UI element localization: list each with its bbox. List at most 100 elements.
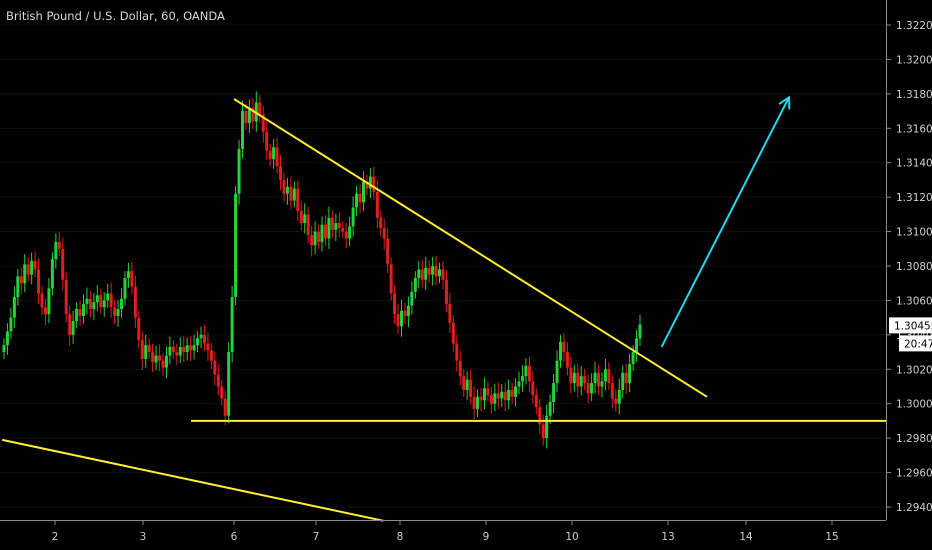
time-axis[interactable]: 2 3 6 7 8 9 10 13 14 15: [0, 520, 886, 543]
candle-body: [500, 391, 504, 399]
candle-body: [590, 383, 594, 394]
candle-body: [444, 279, 448, 304]
candle-body: [361, 181, 365, 203]
candle-body: [227, 352, 231, 416]
candle-body: [164, 355, 168, 368]
candle-body: [241, 111, 244, 149]
price-tick-label: 1.32200: [896, 20, 932, 32]
candle-body: [88, 298, 92, 310]
candle-body: [451, 322, 455, 344]
candle-body: [510, 389, 514, 397]
candle-body: [296, 188, 300, 211]
candle-body: [61, 248, 65, 280]
candle-body: [40, 293, 44, 308]
candle-body: [465, 379, 469, 390]
candle-body: [600, 381, 604, 387]
candle-body: [368, 176, 372, 189]
candle-body: [292, 188, 296, 201]
countdown-box: [899, 335, 932, 352]
candle-body: [123, 278, 127, 299]
candle-body: [272, 147, 276, 160]
candle-body: [603, 369, 607, 382]
candle-body: [617, 389, 621, 404]
candle-body: [400, 310, 403, 327]
candles: [2, 91, 642, 449]
candle-body: [247, 107, 251, 124]
candle-body: [534, 395, 538, 408]
candle-body: [486, 388, 490, 396]
candle-body: [351, 207, 355, 227]
candle-body: [555, 360, 559, 384]
candle-body: [175, 352, 179, 356]
breakout-arrow: [660, 96, 790, 348]
candle-body: [406, 305, 410, 316]
time-tick-label: 3: [140, 531, 147, 543]
price-tick-label: 1.29800: [896, 433, 932, 445]
price-tick-label: 1.31600: [896, 123, 932, 135]
candle-body: [147, 345, 151, 353]
candle-body: [586, 383, 590, 394]
candle-body: [548, 401, 552, 416]
time-tick-label: 13: [661, 531, 674, 543]
candle-body: [216, 374, 220, 387]
candle-body: [441, 269, 445, 280]
candle-body: [389, 264, 393, 294]
candle-body: [320, 224, 324, 242]
candle-body: [438, 269, 442, 277]
candle-body: [137, 317, 141, 341]
price-tick-label: 1.31400: [896, 158, 932, 170]
candle-body: [244, 111, 248, 124]
candle-body: [144, 345, 148, 359]
candle-body: [120, 298, 124, 310]
candle-body: [275, 147, 279, 167]
price-axis[interactable]: 1.32200 1.32000 1.31800 1.31600 1.31400 1.312…: [886, 0, 932, 520]
candle-body: [68, 314, 72, 335]
candle-body: [597, 372, 601, 387]
candle-body: [413, 278, 417, 292]
arrow-head: [778, 95, 791, 110]
candle-body: [458, 360, 462, 377]
candle-body: [313, 231, 317, 246]
trendline: [233, 98, 708, 398]
candle-body: [251, 107, 255, 122]
last-price-label: 1.30455: [894, 320, 932, 332]
candle-body: [507, 389, 511, 401]
candle-body: [158, 355, 162, 361]
candle-body: [344, 231, 348, 239]
candle-body: [520, 376, 524, 382]
candle-body: [424, 267, 428, 280]
candle-body: [171, 346, 175, 353]
candle-body: [375, 191, 379, 218]
candle-body: [289, 186, 293, 201]
candle-body: [455, 343, 459, 361]
candle-body: [583, 376, 587, 384]
candle-body: [95, 295, 99, 303]
candle-body: [220, 386, 224, 399]
price-tick-label: 1.31800: [896, 89, 932, 101]
candle-body: [230, 296, 234, 353]
candle-body: [47, 288, 51, 315]
candle-body: [593, 372, 597, 384]
candle-body: [479, 396, 483, 401]
candle-body: [614, 398, 618, 404]
candle-body: [23, 264, 27, 284]
candle-body: [109, 293, 113, 308]
candle-body: [16, 276, 20, 297]
price-tick-label: 1.30800: [896, 261, 932, 273]
candle-body: [386, 238, 390, 265]
time-tick-label: 9: [483, 531, 490, 543]
price-tick-label: 1.32000: [896, 54, 932, 66]
candle-body: [2, 345, 6, 353]
time-tick-label: 10: [565, 531, 578, 543]
chart-title: British Pound / U.S. Dollar, 60, OANDA: [6, 9, 225, 23]
candle-body: [185, 345, 189, 353]
candle-body: [434, 266, 438, 277]
candle-body: [106, 293, 110, 301]
candle-body: [493, 393, 497, 404]
candle-body: [78, 309, 82, 316]
candle-body: [126, 271, 130, 279]
candle-body: [154, 355, 158, 363]
candle-body: [524, 365, 528, 377]
candle-body: [462, 376, 466, 390]
